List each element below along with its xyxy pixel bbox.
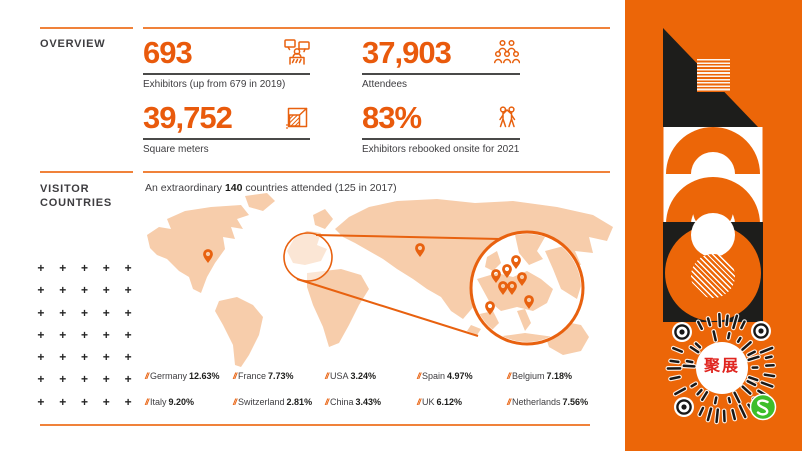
art-hatched-circle (691, 254, 735, 298)
intro-prefix: An extraordinary (145, 182, 225, 194)
country-stat: //Germany 12.63% (145, 371, 220, 381)
map-pin-icon (491, 269, 501, 283)
rule-visitors-right (143, 171, 610, 173)
magnifier-zoom-circle (469, 230, 585, 346)
stat-value: 693 (143, 35, 193, 70)
country-stats-grid: //Germany 12.63% //France 7.73% //USA 3.24% //… (145, 370, 617, 422)
map-pin-icon (507, 281, 517, 295)
stat-square-meters: 39,752 Square meters (143, 101, 310, 155)
magnifier-source-circle (283, 232, 333, 282)
country-stat: //France 7.73% (233, 371, 294, 381)
qr-code: 聚展 (664, 310, 780, 426)
qr-center-label: 聚展 (703, 358, 740, 375)
map-pin-icon (502, 264, 512, 278)
stat-exhibitors: 693 Exhibitors (up from 679 in 2019) (143, 36, 310, 90)
qr-center-disc (696, 342, 748, 394)
stat-underline (362, 73, 520, 75)
map-pin-icon (203, 249, 213, 263)
art-arch (666, 127, 760, 174)
stat-underline (143, 138, 310, 140)
visitor-countries-section-label: VISITOR COUNTRIES (40, 182, 112, 210)
stat-label: Exhibitors (up from 679 in 2019) (143, 79, 286, 90)
map-pin-icon (485, 301, 495, 315)
countries-intro-text: An extraordinary 140 countries attended … (145, 182, 397, 194)
map-pin-icon (524, 295, 534, 309)
map-pin-icon (498, 281, 508, 295)
intro-count: 140 (224, 182, 243, 194)
qr-eye-icon (672, 322, 692, 342)
country-stat: //Italy 9.20% (145, 397, 195, 407)
stat-attendees: 37,903 Attendees (362, 35, 521, 90)
country-stat: //Spain 4.97% (417, 371, 473, 381)
qr-dot-pattern (665, 311, 777, 425)
country-stat: //UK 6.12% (417, 397, 463, 407)
magnifier-cone-line (315, 234, 501, 240)
floor-area-icon (284, 104, 310, 130)
country-stat: //Switzerland 2.81% (233, 397, 313, 407)
rule-visitors-left (40, 171, 133, 173)
stat-value: 83% (362, 100, 422, 135)
stat-label: Square meters (143, 144, 209, 155)
qr-eye-icon (751, 321, 771, 341)
wechat-mini-program-icon (749, 393, 777, 421)
qr-eye-icon (674, 397, 694, 417)
stat-value: 37,903 (362, 35, 452, 70)
art-white-circle (691, 213, 735, 257)
world-map-svg (147, 193, 613, 367)
art-striped-square (697, 59, 730, 92)
map-pin-icon (415, 243, 425, 257)
map-pins (203, 243, 534, 315)
plus-pattern: + + + + + + + + + + + + + + + + + + + + + + + + + + + + + + + + + + + (37, 261, 132, 409)
attendees-group-icon (493, 39, 521, 65)
stat-label: Exhibitors rebooked onsite for 2021 (362, 144, 520, 155)
country-stat: //Belgium 7.18% (507, 371, 573, 381)
overview-section-label: OVERVIEW (40, 38, 106, 50)
section-label-line: VISITOR (40, 183, 90, 195)
map-pin-icon (511, 255, 521, 269)
exhibitor-booth-icon (284, 39, 310, 65)
country-stat: //China 3.43% (325, 397, 382, 407)
intro-suffix: countries attended (125 in 2017) (242, 182, 397, 194)
stat-underline (362, 138, 520, 140)
people-rebooked-icon (494, 104, 520, 130)
magnifier-cone-line (296, 278, 479, 337)
country-stat: //Netherlands 7.56% (507, 397, 589, 407)
side-panel: 聚展 (625, 0, 802, 451)
section-label-line: COUNTRIES (40, 197, 112, 209)
country-stat: //USA 3.24% (325, 371, 377, 381)
rule-overview-left (40, 27, 133, 29)
rule-overview-right (143, 27, 610, 29)
stat-rebooked: 83% Exhibitors rebooked onsite for 2021 (362, 101, 520, 155)
stat-label: Attendees (362, 79, 408, 90)
stat-value: 39,752 (143, 100, 233, 135)
stat-underline (143, 73, 310, 75)
map-pin-icon (517, 272, 527, 286)
rule-bottom (40, 424, 590, 426)
